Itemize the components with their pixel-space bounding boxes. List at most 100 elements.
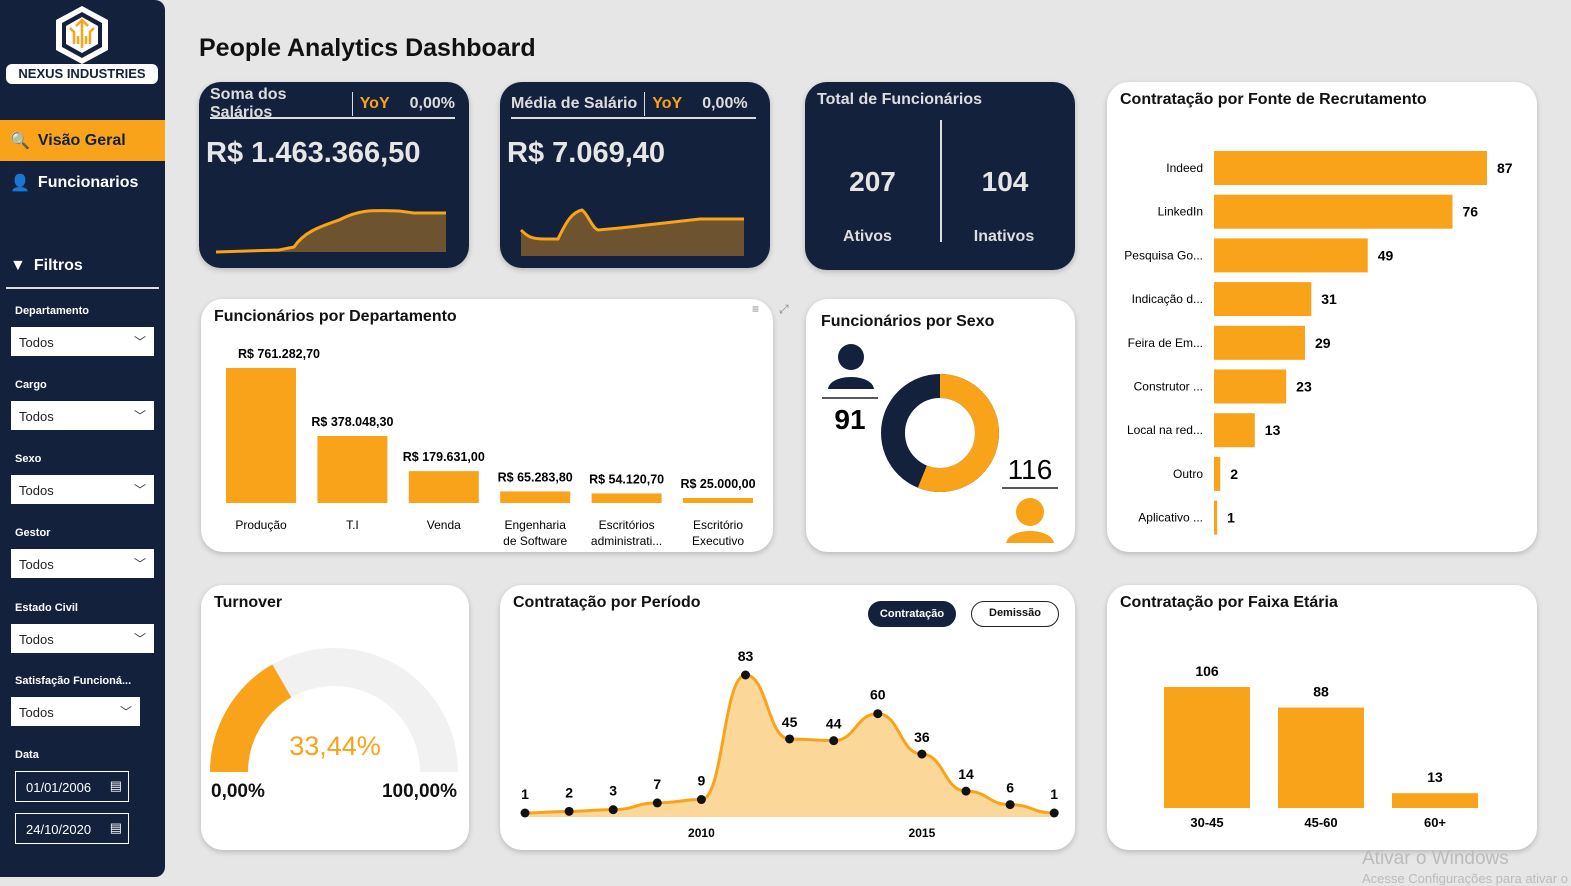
kpi-title: Total de Funcionários [817,91,983,108]
data-label: R$ 761.282,70 [238,347,320,361]
data-label: 31 [1321,291,1337,307]
divider [6,287,159,289]
faixa-chart: 106 30-45 88 45-60 13 60+ [1164,663,1478,830]
data-label: 29 [1315,335,1331,351]
filters-title: Filtros [33,256,83,274]
nexus-logo-icon [56,6,108,64]
date-start-input[interactable]: 01/01/2006 ▤ [15,771,129,802]
data-label: R$ 378.048,30 [311,415,393,429]
bar [1214,238,1368,273]
inativos-value: 104 [981,166,1029,197]
fonte-recrutamento-card: Contratação por Fonte de Recrutamento In… [1107,82,1537,552]
bar [1214,151,1487,185]
bar [1214,500,1218,535]
gauge-max: 100,00% [381,781,457,802]
filter-icon[interactable]: ≡ [752,302,760,316]
filter-dropdown[interactable]: Todos ﹀ [11,549,154,578]
data-label: 44 [826,716,842,732]
filter-dropdown[interactable]: Todos ﹀ [11,327,154,356]
bar [1164,687,1250,808]
bar [1214,456,1221,491]
filter-dropdown[interactable]: Todos ﹀ [11,697,140,726]
filter-dropdown[interactable]: Todos ﹀ [11,401,154,430]
funnel-icon: ▼ [10,256,26,274]
filter-label: Estado Civil [15,602,78,614]
card-title: Contratação por Faixa Etária [1120,594,1338,611]
data-point [829,736,839,746]
bar [1214,282,1312,317]
card-title: Funcionários por Departamento [214,308,457,325]
calendar-icon[interactable]: ▤ [109,820,122,835]
data-label: 1 [1227,510,1235,526]
calendar-icon[interactable]: ▤ [109,778,122,793]
bar [408,471,479,503]
bar [1214,325,1305,360]
bar-label: Construtor ... [1134,380,1203,394]
contratacao-button[interactable]: Contratação [868,601,956,627]
data-point [1005,800,1015,810]
turnover-gauge [210,648,458,772]
category-label: 60+ [1424,815,1446,830]
data-label: 1 [521,786,529,802]
male-avatar-icon [828,344,874,389]
chevron-down-icon: ﹀ [133,335,146,349]
category-label: Venda [427,518,461,532]
category-label: Escritório [693,518,743,532]
filter-label: Gestor [15,527,51,539]
kpi-value: R$ 1.463.366,50 [206,137,421,169]
bar-label: LinkedIn [1158,205,1203,219]
gauge-min: 0,00% [211,781,265,802]
data-label: R$ 54.120,70 [589,472,664,486]
kpi-value: R$ 7.069,40 [507,137,666,169]
dropdown-value: Todos [19,483,54,498]
departamento-chart: R$ 761.282,70 Produção R$ 378.048,30 T.I R$ … [226,347,756,548]
data-label: 14 [958,766,974,782]
category-label: Produção [235,518,287,532]
bar-label: Indeed [1166,161,1203,175]
kpi-soma-salarios: Soma dos Salários YoY 0,00% R$ 1.463.366,5… [199,82,469,268]
data-label: 13 [1427,769,1443,785]
bar-label: Feira de Em... [1128,336,1203,350]
report-search-icon: 🔍 [10,132,30,150]
windows-watermark: Ativar o Windows [1362,848,1509,869]
nav-funcionarios[interactable]: 👤 Funcionarios [0,162,165,203]
bar-label: Local na red... [1127,423,1203,437]
data-label: 88 [1313,684,1329,700]
data-label: 9 [698,773,706,789]
date-end-input[interactable]: 24/10/2020 ▤ [15,813,129,844]
data-point [696,795,706,805]
filter-dropdown[interactable]: Todos ﹀ [11,475,154,504]
ativos-label: Ativos [843,228,892,245]
focus-mode-icon[interactable]: ⤢ [779,302,789,316]
nav-visao-geral[interactable]: 🔍 Visão Geral [0,120,165,161]
filters-heading: ▼ Filtros [0,245,165,286]
category-label: de Software [503,534,567,548]
bar-label: Outro [1173,467,1203,481]
data-label: 7 [653,776,661,792]
bar [1214,194,1453,229]
sparkline-media [519,208,744,256]
category-label: Escritórios [599,518,655,532]
area-fill [525,675,1055,817]
category-label: T.I [346,518,359,532]
slice-feminino [881,374,999,492]
category-label: Engenharia [505,518,567,532]
departamento-card: Funcionários por Departamento ≡ ⤢ R$ 761… [201,299,789,552]
female-avatar-icon [1006,498,1054,543]
data-label: 106 [1195,663,1219,679]
bar [500,491,571,503]
demissao-button[interactable]: Demissão [971,601,1059,627]
data-label: 76 [1462,204,1478,220]
ativos-value: 207 [849,166,896,197]
date-label: Data [15,749,39,761]
bar [226,368,296,503]
dropdown-value: Todos [19,705,54,720]
yoy-value: 0,00% [702,95,748,112]
chevron-down-icon: ﹀ [133,632,146,646]
filter-dropdown[interactable]: Todos ﹀ [11,624,154,653]
page-title: People Analytics Dashboard [199,34,536,62]
data-label: R$ 25.000,00 [680,477,755,491]
bar [1392,793,1478,808]
data-label: 60 [870,687,886,703]
bar-label: Indicação d... [1132,292,1203,306]
